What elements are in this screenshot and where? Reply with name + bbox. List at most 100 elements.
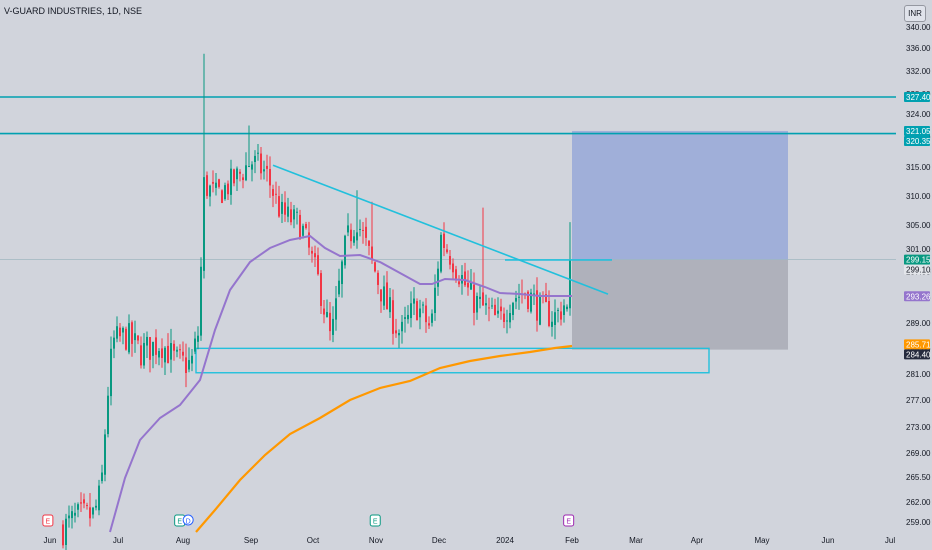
candle-body bbox=[338, 280, 340, 295]
candle-body bbox=[140, 345, 142, 366]
candle-body bbox=[386, 282, 388, 310]
candle-body bbox=[506, 320, 508, 322]
candle-body bbox=[260, 153, 262, 174]
candle-body bbox=[281, 201, 283, 214]
y-axis-label: 281.00 bbox=[906, 370, 931, 379]
candle-body bbox=[515, 298, 517, 302]
candle-body bbox=[359, 228, 361, 230]
candle-body bbox=[443, 233, 445, 248]
y-axis-label: 305.00 bbox=[906, 221, 931, 230]
candle-body bbox=[455, 269, 457, 279]
candle-body bbox=[143, 342, 145, 366]
candle-body bbox=[569, 259, 571, 309]
candle-body bbox=[299, 214, 301, 240]
y-axis-label: 336.00 bbox=[906, 44, 931, 53]
y-axis-label: 265.50 bbox=[906, 473, 931, 482]
event-marker-label: E bbox=[177, 519, 182, 526]
y-axis-label: 277.00 bbox=[906, 396, 931, 405]
candle-body bbox=[494, 304, 496, 316]
price-label: 327.40 bbox=[906, 93, 931, 102]
price-label-bg bbox=[904, 339, 930, 350]
candle-body bbox=[236, 168, 238, 180]
candle-body bbox=[473, 284, 475, 313]
candle-body bbox=[119, 327, 121, 337]
candle-body bbox=[344, 235, 346, 266]
stop-zone bbox=[572, 259, 788, 350]
candle-body bbox=[257, 152, 259, 154]
event-marker-label: E bbox=[46, 519, 51, 526]
candle-body bbox=[191, 355, 193, 364]
candle-body bbox=[167, 345, 169, 364]
candle-body bbox=[179, 349, 181, 351]
candle-body bbox=[230, 168, 232, 195]
candle-body bbox=[509, 313, 511, 323]
x-axis-label: Oct bbox=[307, 536, 320, 545]
candle-body bbox=[548, 301, 550, 326]
candle-body bbox=[293, 209, 295, 220]
price-label-bg bbox=[904, 92, 930, 102]
candle-body bbox=[383, 286, 385, 306]
candle-body bbox=[80, 502, 82, 504]
x-axis-label: Jun bbox=[822, 536, 835, 545]
candle-body bbox=[413, 298, 415, 304]
candle-body bbox=[200, 266, 202, 336]
candle-body bbox=[263, 169, 265, 172]
candle-body bbox=[449, 256, 451, 265]
candle-body bbox=[278, 196, 280, 217]
y-axis-label: 340.00 bbox=[906, 23, 931, 32]
candle-body bbox=[233, 169, 235, 184]
candle-body bbox=[362, 229, 364, 231]
candle-body bbox=[368, 240, 370, 246]
price-label: 299.15 bbox=[906, 256, 931, 265]
candle-body bbox=[554, 312, 556, 326]
candle-body bbox=[401, 321, 403, 332]
candle-body bbox=[353, 236, 355, 243]
candle-body bbox=[485, 303, 487, 306]
candle-body bbox=[218, 179, 220, 187]
candle-body bbox=[374, 262, 376, 272]
candle-body bbox=[221, 190, 223, 203]
candle-body bbox=[212, 181, 214, 184]
candles bbox=[62, 53, 571, 550]
candle-body bbox=[266, 165, 268, 169]
event-marker-label: D bbox=[186, 519, 191, 526]
candle-body bbox=[476, 295, 478, 313]
candle-body bbox=[272, 189, 274, 196]
price-label: 284.40 bbox=[906, 350, 931, 359]
candle-body bbox=[533, 293, 535, 295]
y-axis-label: 315.00 bbox=[906, 163, 931, 172]
candle-body bbox=[155, 337, 157, 355]
candle-body bbox=[563, 305, 565, 316]
candle-body bbox=[512, 302, 514, 316]
candle-body bbox=[545, 294, 547, 303]
candle-body bbox=[104, 434, 106, 475]
y-axis-label: 324.00 bbox=[906, 110, 931, 119]
candle-body bbox=[158, 350, 160, 358]
price-label: 320.35 bbox=[906, 137, 931, 146]
candle-body bbox=[113, 337, 115, 349]
candle-body bbox=[194, 338, 196, 352]
candle-body bbox=[566, 306, 568, 310]
candle-body bbox=[326, 311, 328, 317]
candle-body bbox=[92, 507, 94, 515]
candle-body bbox=[503, 313, 505, 323]
candle-body bbox=[404, 317, 406, 319]
currency-button[interactable]: INR bbox=[904, 5, 926, 22]
candle-body bbox=[428, 323, 430, 326]
candle-body bbox=[275, 193, 277, 195]
candle-body bbox=[206, 175, 208, 196]
candle-body bbox=[122, 327, 124, 333]
candle-body bbox=[311, 250, 313, 254]
candle-body bbox=[482, 292, 484, 306]
candle-body bbox=[287, 206, 289, 217]
earnings-marker bbox=[42, 514, 54, 527]
candle-body bbox=[389, 297, 391, 313]
candle-body bbox=[152, 341, 154, 356]
candle-body bbox=[536, 290, 538, 321]
x-axis-label: 2024 bbox=[496, 536, 514, 545]
x-axis-label: Jun bbox=[44, 536, 57, 545]
x-axis-label: Aug bbox=[176, 536, 190, 545]
candle-body bbox=[446, 249, 448, 253]
